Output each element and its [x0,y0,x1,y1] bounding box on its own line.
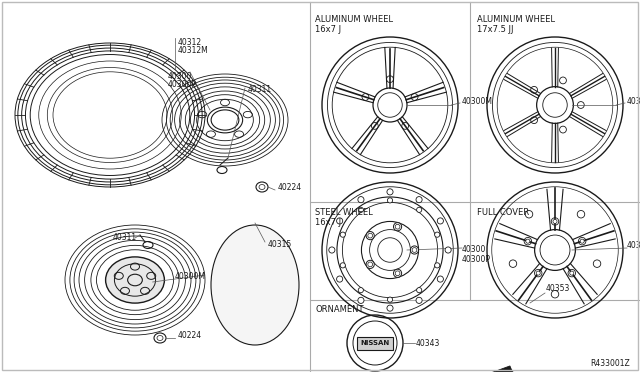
Text: NISSAN: NISSAN [360,340,390,346]
Circle shape [417,288,422,293]
Circle shape [368,233,372,238]
Circle shape [366,231,374,240]
Text: 40300: 40300 [462,245,486,254]
Ellipse shape [106,257,164,303]
Circle shape [387,305,393,311]
Circle shape [536,271,540,275]
Circle shape [525,211,532,218]
Circle shape [394,269,402,278]
Circle shape [340,232,346,237]
Circle shape [509,260,516,267]
Circle shape [337,218,342,224]
Circle shape [387,297,392,302]
Text: 40343: 40343 [416,339,440,347]
Circle shape [417,207,422,212]
Wedge shape [491,366,549,372]
Text: 40311: 40311 [248,85,272,94]
Circle shape [526,239,530,243]
Circle shape [416,297,422,304]
Text: 40300P: 40300P [168,80,197,89]
Circle shape [368,262,372,267]
Text: 40315: 40315 [268,240,292,249]
Circle shape [358,207,364,212]
Text: FULL COVER: FULL COVER [477,208,529,217]
Circle shape [435,263,440,268]
Circle shape [593,260,601,267]
Text: 40300: 40300 [168,72,193,81]
Circle shape [435,232,440,237]
Text: R433001Z: R433001Z [590,359,630,368]
Text: 40300M: 40300M [175,272,206,281]
Circle shape [416,196,422,203]
Circle shape [358,297,364,304]
Circle shape [395,271,400,276]
Circle shape [553,219,557,224]
Circle shape [395,224,400,229]
Circle shape [551,218,559,225]
Circle shape [534,269,542,277]
Circle shape [577,211,585,218]
Circle shape [445,247,451,253]
Text: STEEL WHEEL: STEEL WHEEL [315,208,372,217]
Circle shape [570,271,574,275]
Text: ALUMINUM WHEEL: ALUMINUM WHEEL [477,15,555,24]
Ellipse shape [211,225,299,345]
Bar [357,337,393,350]
Text: 40312: 40312 [178,38,202,47]
Circle shape [358,196,364,203]
Text: ALUMINUM WHEEL: ALUMINUM WHEEL [315,15,393,24]
Circle shape [340,263,346,268]
Text: 40300M: 40300M [462,96,493,106]
Circle shape [410,246,419,254]
Circle shape [437,218,444,224]
Circle shape [551,291,559,298]
Text: 40300P: 40300P [462,255,491,264]
Circle shape [366,260,374,269]
Circle shape [580,239,584,243]
Circle shape [329,247,335,253]
Text: ORNAMENT: ORNAMENT [315,305,364,314]
Text: 17x7.5 JJ: 17x7.5 JJ [477,25,513,34]
Circle shape [387,189,393,195]
Text: 40224: 40224 [178,330,202,340]
Circle shape [437,276,444,282]
Text: 40300M: 40300M [627,96,640,106]
Circle shape [387,198,392,203]
Text: 40312M: 40312M [178,46,209,55]
Circle shape [358,288,364,293]
Circle shape [524,237,532,245]
Circle shape [579,237,586,245]
Circle shape [394,222,402,231]
Circle shape [412,248,417,252]
Text: 40224: 40224 [278,183,302,192]
Text: 16x7 J: 16x7 J [315,218,341,227]
Circle shape [568,269,575,277]
Text: 16x7 J: 16x7 J [315,25,341,34]
Text: 40353: 40353 [546,284,570,293]
Text: 40315: 40315 [627,241,640,250]
Text: 40311: 40311 [113,233,137,242]
Circle shape [337,276,342,282]
